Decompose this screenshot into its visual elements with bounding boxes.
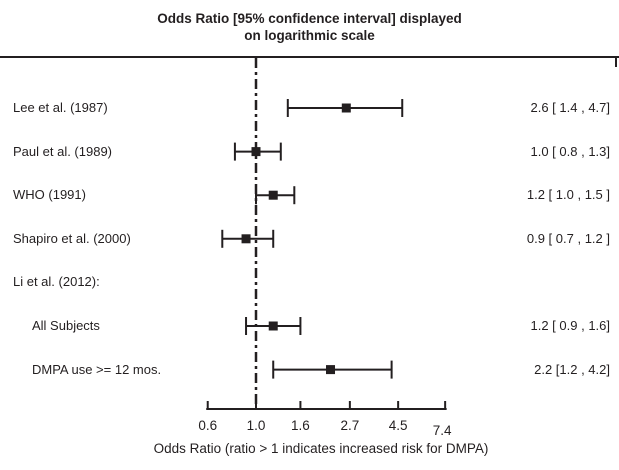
study-label: Lee et al. (1987) — [13, 100, 108, 115]
chart-title-line1: Odds Ratio [95% confidence interval] dis… — [157, 11, 462, 26]
group-header-label: Li et al. (2012): — [13, 274, 100, 290]
study-label: All Subjects — [32, 318, 100, 333]
x-axis-title: Odds Ratio (ratio > 1 indicates increase… — [153, 441, 489, 456]
point-marker — [326, 365, 336, 375]
study-label: Shapiro et al. (2000) — [13, 230, 131, 246]
x-tick-label: 1.6 — [291, 418, 310, 433]
top-border-line — [0, 56, 619, 58]
x-tick-label: 2.7 — [340, 418, 359, 433]
study-label: DMPA use >= 12 mos. — [32, 361, 162, 377]
chart-title-line2: on logarithmic scale — [244, 28, 375, 43]
study-label: Paul et al. (1989) — [13, 143, 113, 159]
x-tick-label: 4.5 — [389, 418, 408, 433]
chart-title: Odds Ratio [95% confidence interval] dis… — [0, 10, 619, 44]
or-value: 2.6 [ 1.4 , 4.7] — [530, 100, 611, 115]
x-tick-label: 7.4 — [433, 423, 452, 438]
point-marker — [268, 321, 278, 331]
point-marker — [268, 190, 278, 200]
x-tick-label: 0.6 — [198, 418, 217, 433]
top-right-corner-tick — [615, 56, 617, 67]
point-marker — [251, 147, 261, 157]
or-value: 0.9 [ 0.7 , 1.2 ] — [526, 230, 610, 246]
or-value: 1.2 [ 0.9 , 1.6] — [530, 318, 611, 333]
study-label: WHO (1991) — [13, 187, 86, 203]
or-value: 2.2 [1.2 , 4.2] — [534, 361, 610, 377]
x-tick-label: 1.0 — [247, 418, 266, 433]
point-marker — [241, 234, 251, 244]
point-marker — [341, 103, 351, 113]
or-value: 1.2 [ 1.0 , 1.5 ] — [526, 187, 610, 203]
or-value: 1.0 [ 0.8 , 1.3] — [530, 143, 611, 159]
